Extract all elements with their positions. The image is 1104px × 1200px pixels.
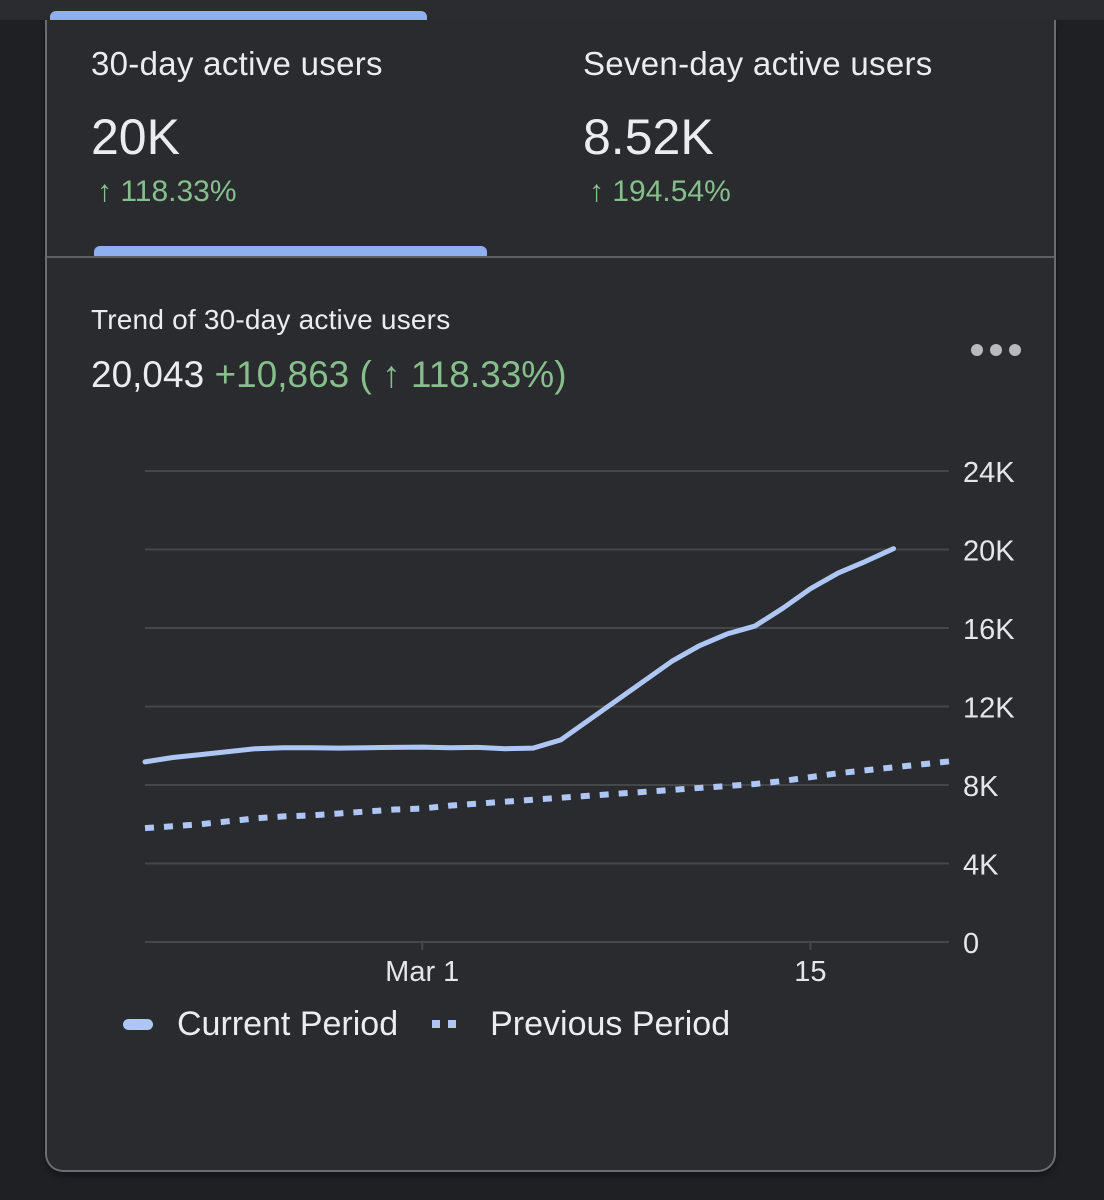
y-tick-label: 8K xyxy=(963,771,999,803)
legend-item-previous-period[interactable]: Previous Period xyxy=(430,1005,730,1044)
x-tick-label: Mar 1 xyxy=(385,956,459,988)
dashed-line-swatch-icon xyxy=(432,1020,457,1028)
metric-tabs: 30-day active users 20K ↑ 118.33% Seven-… xyxy=(47,20,1054,258)
more-horizontal-icon xyxy=(990,344,1002,356)
chart-summary: 20,043 +10,863 ( ↑ 118.33%) xyxy=(91,354,567,396)
more-horizontal-icon xyxy=(971,344,983,356)
legend-label: Previous Period xyxy=(490,1004,731,1043)
previous-period-line xyxy=(144,758,950,832)
top-bar xyxy=(0,0,1104,21)
y-tick-label: 4K xyxy=(963,850,999,882)
previous-tab-indicator xyxy=(50,11,427,20)
legend-label: Current Period xyxy=(177,1004,399,1043)
metric-change: ↑ 194.54% xyxy=(589,175,731,208)
metric-label: 30-day active users xyxy=(91,45,383,82)
metric-tab-30-day-active-users[interactable]: 30-day active users 20K ↑ 118.33% xyxy=(47,20,537,256)
more-options-button[interactable] xyxy=(971,338,1021,362)
metric-change: ↑ 118.33% xyxy=(97,175,237,208)
summary-total: 20,043 xyxy=(91,354,205,395)
line-chart: 0 4K 8K 12K 16K 20K 24K Mar 1 15 xyxy=(142,457,1015,988)
more-horizontal-icon xyxy=(1009,344,1021,356)
active-tab-indicator xyxy=(94,246,487,256)
solid-line-swatch-icon xyxy=(123,1018,153,1030)
metric-value: 8.52K xyxy=(583,109,714,165)
y-tick-label: 16K xyxy=(963,614,1015,646)
chart-legend: Current Period Previous Period xyxy=(123,1002,762,1046)
y-tick-label: 24K xyxy=(963,457,1015,489)
y-tick-label: 12K xyxy=(963,693,1015,725)
analytics-card: 30-day active users 20K ↑ 118.33% Seven-… xyxy=(45,20,1056,1172)
current-period-line xyxy=(142,546,897,765)
x-tick-label: 15 xyxy=(794,956,826,988)
y-tick-label: 20K xyxy=(963,536,1015,568)
y-tick-label: 0 xyxy=(963,928,979,960)
metric-value: 20K xyxy=(91,109,180,165)
legend-item-current-period[interactable]: Current Period xyxy=(123,1005,398,1044)
metric-tab-seven-day-active-users[interactable]: Seven-day active users 8.52K ↑ 194.54% xyxy=(537,20,1054,256)
chart-title: Trend of 30-day active users xyxy=(91,304,451,335)
summary-delta: +10,863 ( ↑ 118.33%) xyxy=(214,354,567,395)
metric-label: Seven-day active users xyxy=(583,45,933,82)
